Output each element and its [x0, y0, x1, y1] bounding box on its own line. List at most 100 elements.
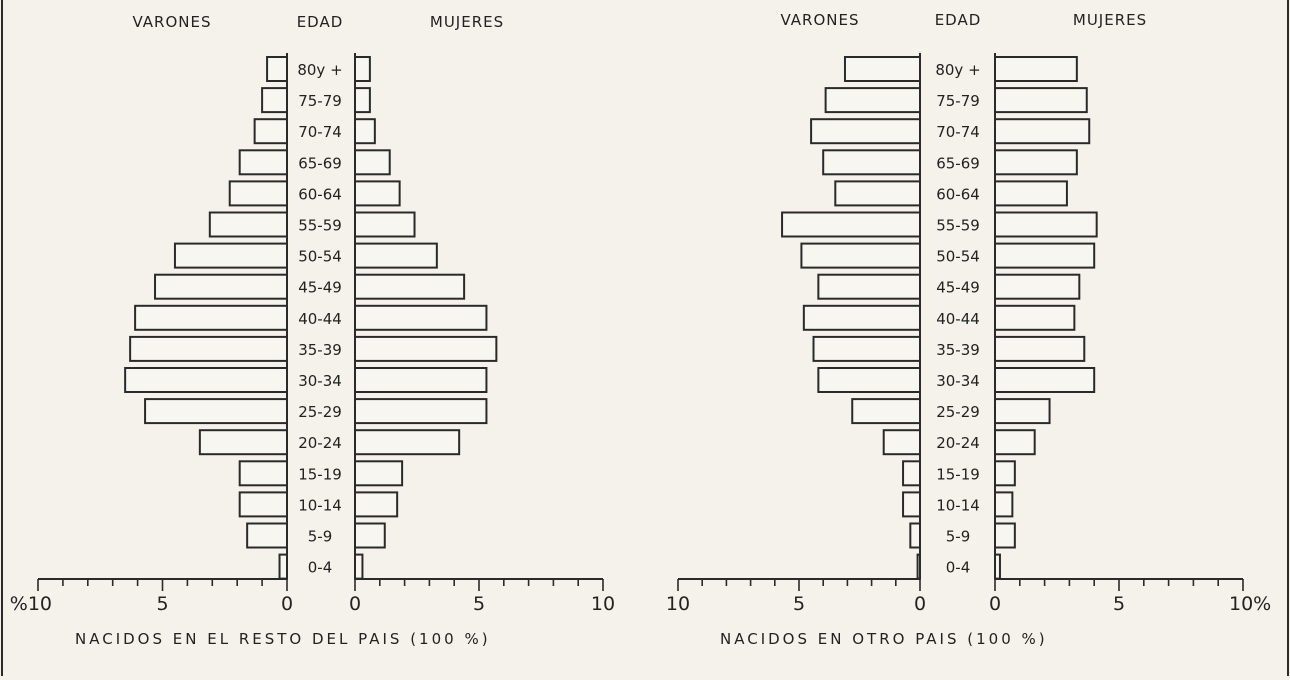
p1-left-label: VARONES: [132, 13, 211, 31]
p2-bar-varones-10: [817, 367, 921, 393]
p2-bar-mujeres-2: [994, 118, 1091, 145]
p1-tick-label-right-0: 0: [349, 593, 361, 615]
p2-right-label: MUJERES: [1073, 11, 1147, 29]
p2-bar-mujeres-8: [994, 304, 1076, 331]
p2-bar-varones-4: [834, 180, 921, 207]
p1-age-label-9: 35-39: [298, 341, 342, 359]
p2-bar-varones-9: [812, 335, 922, 362]
p1-bar-mujeres-0: [354, 56, 371, 82]
p1-bar-mujeres-12: [354, 429, 461, 456]
p2-bar-varones-6: [800, 242, 921, 269]
p1-age-label-5: 55-59: [298, 217, 342, 235]
p1-bar-varones-12: [198, 429, 289, 456]
p2-bar-mujeres-1: [994, 87, 1088, 114]
p1-age-label-6: 50-54: [298, 248, 342, 266]
p1-age-label-7: 45-49: [298, 279, 342, 297]
p2-tick-label-right-2: 10%: [1229, 593, 1271, 615]
p1-age-label-14: 10-14: [298, 496, 342, 514]
p2-center-label: EDAD: [935, 11, 982, 29]
p2-age-label-14: 10-14: [936, 496, 980, 514]
p2-tick-label-left-2: 0: [914, 593, 926, 615]
p1-center-label: EDAD: [297, 13, 344, 31]
p2-age-label-6: 50-54: [936, 248, 980, 266]
p1-bar-mujeres-11: [354, 398, 488, 425]
p1-bar-mujeres-8: [354, 304, 488, 331]
p1-bar-varones-4: [228, 180, 288, 207]
p2-left-label: VARONES: [780, 11, 859, 29]
p1-age-label-8: 40-44: [298, 310, 342, 328]
p1-age-label-3: 65-69: [298, 154, 342, 172]
p1-bar-mujeres-1: [354, 87, 371, 114]
p2-bar-mujeres-5: [994, 211, 1098, 238]
p1-bar-varones-0: [266, 56, 288, 82]
pyramid-resto-del-pais: VARONES EDAD MUJERES NACIDOS EN EL RESTO…: [10, 13, 615, 648]
p2-bar-mujeres-15: [994, 522, 1016, 549]
p2-bar-mujeres-9: [994, 335, 1086, 362]
p2-bar-varones-1: [824, 87, 921, 114]
p2-bar-varones-5: [781, 211, 921, 238]
p1-bar-mujeres-2: [354, 118, 376, 145]
p2-bar-mujeres-13: [994, 460, 1016, 487]
p1-bar-varones-14: [238, 491, 289, 518]
p2-age-label-12: 20-24: [936, 434, 980, 452]
p2-bar-mujeres-7: [994, 273, 1081, 300]
p1-bar-mujeres-9: [354, 335, 498, 362]
p2-bar-varones-12: [882, 429, 922, 456]
p2-age-label-7: 45-49: [936, 279, 980, 297]
p2-bar-mujeres-0: [994, 56, 1078, 82]
p2-bar-mujeres-4: [994, 180, 1068, 207]
p1-bar-varones-6: [173, 242, 288, 269]
p2-bar-mujeres-10: [994, 367, 1096, 393]
p2-age-label-4: 60-64: [936, 185, 980, 203]
p1-bar-varones-11: [144, 398, 288, 425]
p1-right-label: MUJERES: [430, 13, 504, 31]
p2-bar-varones-0: [843, 56, 921, 82]
p2-tick-label-left-0: 10: [666, 593, 690, 615]
p2-age-label-1: 75-79: [936, 92, 980, 110]
p2-tick-label-right-1: 5: [1113, 593, 1125, 615]
p1-bar-mujeres-4: [354, 180, 401, 207]
p1-bar-mujeres-15: [354, 522, 386, 549]
p1-bar-varones-16: [278, 553, 288, 580]
p1-bar-varones-3: [238, 149, 289, 176]
p1-age-label-12: 20-24: [298, 434, 342, 452]
p2-bar-mujeres-11: [994, 398, 1051, 425]
p2-bar-varones-14: [902, 491, 921, 518]
p1-tick-label-left-0: %10: [10, 593, 52, 615]
p2-bar-varones-15: [909, 522, 922, 549]
p1-age-label-2: 70-74: [298, 123, 342, 141]
p2-tick-label-left-1: 5: [793, 593, 805, 615]
p1-age-label-0: 80y +: [297, 61, 342, 79]
p2-bar-varones-11: [851, 398, 921, 425]
p1-age-label-15: 5-9: [308, 528, 333, 546]
p2-tick-label-right-0: 0: [989, 593, 1001, 615]
p1-tick-label-left-2: 0: [281, 593, 293, 615]
p2-caption: NACIDOS EN OTRO PAIS (100 %): [720, 630, 1048, 648]
p1-age-label-4: 60-64: [298, 185, 342, 203]
p1-tick-label-right-2: 10: [591, 593, 615, 615]
p1-bar-varones-2: [253, 118, 289, 145]
p1-bar-mujeres-10: [354, 367, 488, 393]
p1-tick-label-right-1: 5: [473, 593, 485, 615]
p1-age-label-11: 25-29: [298, 403, 342, 421]
p2-age-label-13: 15-19: [936, 465, 980, 483]
p1-age-label-1: 75-79: [298, 92, 342, 110]
p1-bar-varones-7: [154, 273, 288, 300]
p1-bar-varones-5: [208, 211, 288, 238]
p1-age-label-16: 0-4: [308, 559, 333, 577]
p1-bar-mujeres-6: [354, 242, 438, 269]
p1-bar-varones-9: [129, 335, 288, 362]
p2-age-label-3: 65-69: [936, 154, 980, 172]
p1-bar-varones-10: [124, 367, 289, 393]
p2-age-label-2: 70-74: [936, 123, 980, 141]
p2-age-label-9: 35-39: [936, 341, 980, 359]
p1-bar-mujeres-5: [354, 211, 416, 238]
p2-age-label-15: 5-9: [946, 528, 971, 546]
p2-bar-varones-3: [822, 149, 922, 176]
p2-age-label-5: 55-59: [936, 217, 980, 235]
p2-bar-varones-7: [817, 273, 921, 300]
p1-bar-mujeres-16: [354, 553, 364, 580]
p2-bar-varones-13: [902, 460, 921, 487]
p1-bar-varones-15: [246, 522, 289, 549]
